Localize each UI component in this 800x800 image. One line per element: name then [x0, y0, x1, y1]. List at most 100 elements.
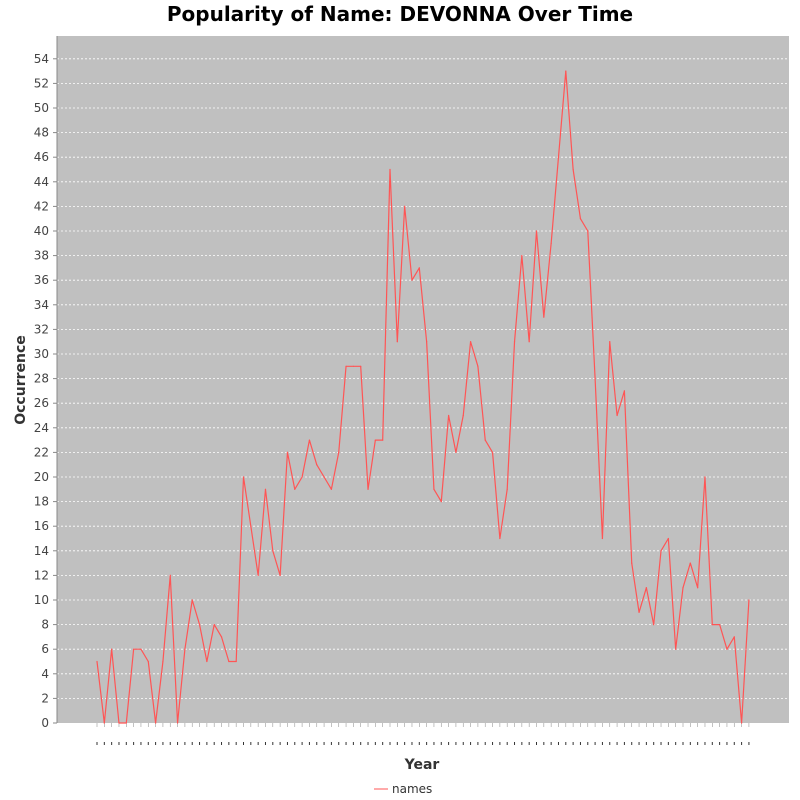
data-point — [389, 168, 391, 171]
data-point — [301, 476, 303, 478]
data-point — [111, 648, 113, 650]
data-point — [719, 624, 721, 626]
y-tick-label: 26 — [34, 396, 49, 410]
data-point — [220, 636, 223, 638]
data-point — [462, 414, 464, 417]
data-point — [118, 722, 120, 724]
data-point — [176, 722, 179, 724]
data-point — [367, 488, 369, 490]
y-tick-label: 0 — [41, 716, 49, 730]
data-point — [572, 168, 574, 171]
y-tick-label: 54 — [34, 52, 49, 66]
data-point — [535, 230, 538, 232]
data-point — [616, 414, 618, 417]
data-point — [521, 255, 523, 257]
data-point — [316, 464, 318, 466]
y-tick-label: 30 — [34, 347, 49, 361]
data-point — [491, 451, 494, 453]
y-tick-label: 12 — [34, 568, 49, 582]
data-point — [330, 488, 332, 490]
data-point — [477, 365, 479, 367]
data-point — [374, 439, 376, 441]
y-axis: 0246810121416182022242628303234363840424… — [34, 36, 58, 730]
data-point — [440, 501, 442, 503]
y-tick-label: 8 — [41, 618, 49, 632]
data-point — [323, 476, 325, 478]
y-tick-label: 32 — [34, 322, 49, 336]
data-point — [499, 537, 501, 540]
data-point — [360, 365, 362, 367]
data-point — [448, 414, 450, 417]
data-point — [506, 488, 508, 490]
y-tick-label: 24 — [34, 421, 49, 435]
data-point — [235, 660, 237, 663]
data-point — [741, 722, 743, 724]
data-point — [433, 488, 435, 490]
data-point — [257, 574, 259, 577]
data-point — [675, 648, 677, 650]
chart-title: Popularity of Name: DEVONNA Over Time — [166, 2, 634, 26]
y-tick-label: 34 — [34, 298, 49, 312]
y-axis-label: Occurrence — [13, 335, 29, 425]
data-point — [469, 341, 472, 343]
y-tick-label: 52 — [34, 76, 49, 90]
y-tick-label: 46 — [34, 150, 49, 164]
data-point — [352, 365, 354, 367]
data-point — [396, 341, 398, 343]
data-point — [264, 488, 267, 490]
data-point — [96, 660, 98, 663]
plot-area — [57, 36, 789, 723]
data-point — [601, 537, 604, 540]
data-point — [550, 242, 552, 244]
x-axis-label: Year — [404, 757, 440, 773]
data-point — [733, 636, 735, 638]
data-point — [528, 341, 530, 343]
y-tick-label: 4 — [41, 667, 49, 681]
data-point — [697, 587, 699, 589]
data-point — [631, 562, 633, 564]
data-point — [213, 624, 215, 626]
data-point — [748, 599, 750, 601]
y-tick-label: 10 — [34, 593, 49, 607]
data-point — [382, 439, 384, 441]
series-layer — [96, 70, 750, 724]
data-point — [653, 624, 655, 626]
y-tick-label: 20 — [34, 470, 49, 484]
data-point — [404, 205, 406, 207]
y-tick-label: 28 — [34, 372, 49, 386]
data-point — [411, 279, 413, 281]
y-tick-label: 18 — [34, 495, 49, 509]
data-point — [294, 488, 296, 490]
data-point — [250, 525, 252, 527]
data-point — [594, 378, 596, 380]
y-tick-label: 40 — [34, 224, 49, 238]
data-point — [338, 451, 340, 453]
data-point — [704, 476, 706, 478]
data-point — [660, 550, 662, 552]
data-point — [587, 230, 589, 232]
y-tick-label: 6 — [41, 642, 49, 656]
data-point — [169, 574, 171, 577]
data-point — [206, 660, 208, 663]
data-point — [345, 365, 347, 367]
data-point — [162, 660, 164, 663]
data-point — [184, 648, 186, 650]
x-axis — [96, 723, 750, 745]
data-point — [272, 550, 274, 552]
data-point — [609, 341, 611, 343]
data-point — [726, 648, 728, 650]
data-point — [155, 722, 157, 724]
y-tick-label: 36 — [34, 273, 49, 287]
data-point — [125, 722, 127, 724]
data-point — [645, 587, 647, 589]
data-point — [133, 648, 135, 650]
y-tick-label: 50 — [34, 101, 49, 115]
data-point — [565, 70, 567, 72]
data-point — [557, 156, 560, 158]
series-line-names — [96, 70, 750, 724]
y-tick-label: 42 — [34, 199, 49, 213]
data-point — [484, 439, 486, 441]
data-point — [242, 476, 245, 478]
data-point — [455, 451, 457, 453]
